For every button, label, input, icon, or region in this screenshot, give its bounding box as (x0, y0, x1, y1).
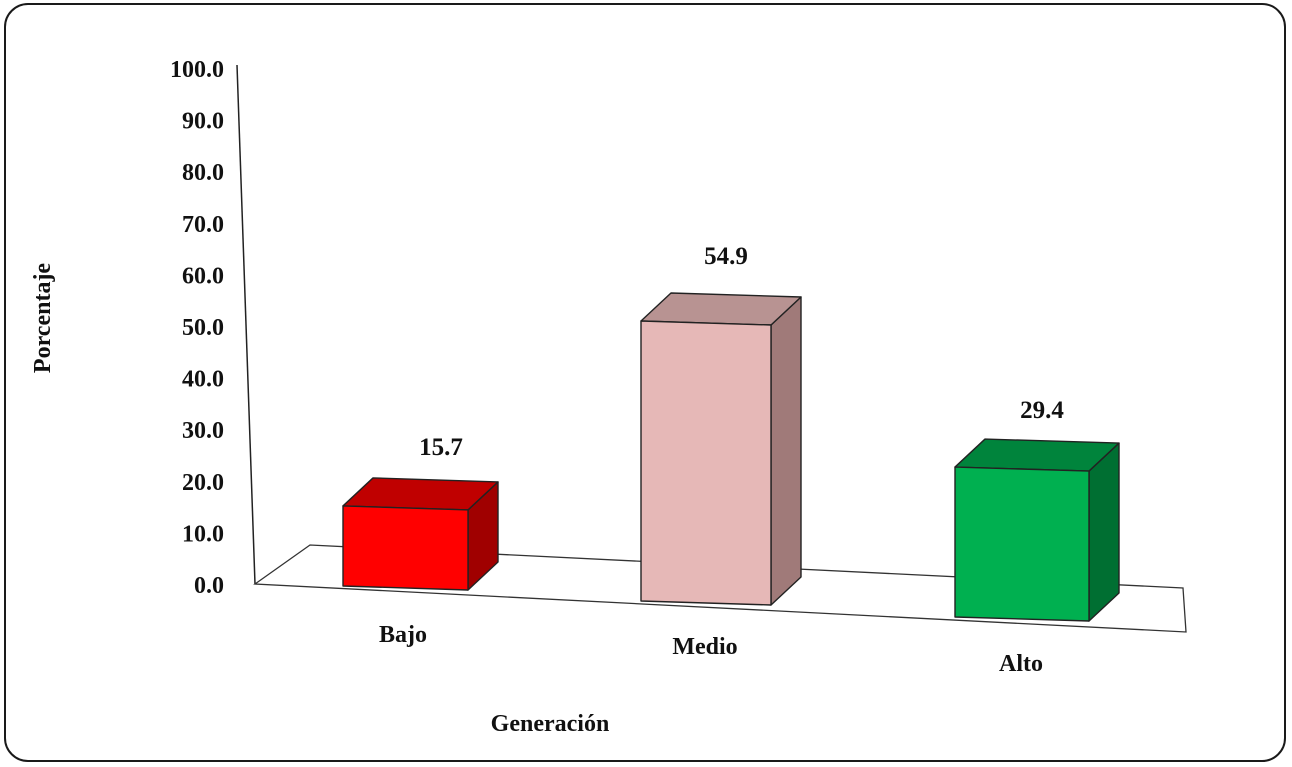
y-tick-label: 0.0 (194, 573, 224, 599)
y-tick-label: 50.0 (182, 315, 224, 341)
bar-top (954, 438, 1120, 472)
y-axis-title: Porcentaje (30, 263, 56, 374)
y-tick-label: 30.0 (182, 418, 224, 444)
x-axis-title: Generación (491, 711, 610, 737)
y-tick-label: 100.0 (170, 57, 224, 83)
bar-top (640, 292, 802, 326)
y-tick-label: 10.0 (182, 521, 224, 547)
x-category-label: Medio (672, 634, 737, 660)
bar-side (1088, 442, 1120, 622)
bar (342, 505, 469, 591)
data-label: 54.9 (704, 243, 748, 270)
y-tick-label: 60.0 (182, 263, 224, 289)
x-category-label: Alto (999, 651, 1043, 677)
y-tick-label: 80.0 (182, 160, 224, 186)
y-axis-line (236, 64, 256, 585)
y-tick-label: 90.0 (182, 109, 224, 135)
bars-group (342, 292, 1120, 622)
chart-floor (253, 544, 1187, 633)
y-tick-label: 70.0 (182, 212, 224, 238)
bar (640, 320, 772, 606)
x-axis-categories: Bajo Medio Alto (379, 622, 1043, 677)
y-tick-label: 40.0 (182, 367, 224, 393)
y-axis-ticks: 0.0 10.0 20.0 30.0 40.0 50.0 60.0 70.0 8… (170, 57, 224, 599)
data-label: 29.4 (1020, 397, 1064, 424)
data-labels: 15.7 54.9 29.4 (419, 243, 1064, 461)
data-label: 15.7 (419, 434, 463, 461)
bar-side (770, 296, 802, 606)
y-tick-label: 20.0 (182, 470, 224, 496)
bar (954, 466, 1090, 622)
x-category-label: Bajo (379, 622, 427, 648)
